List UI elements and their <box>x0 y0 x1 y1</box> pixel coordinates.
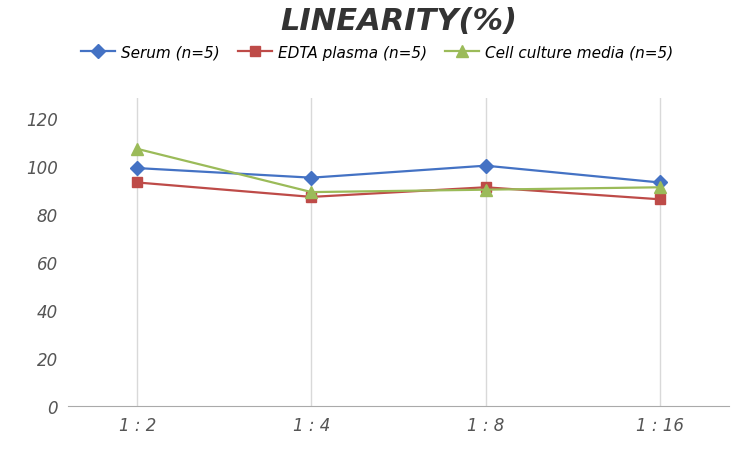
Legend: Serum (n=5), EDTA plasma (n=5), Cell culture media (n=5): Serum (n=5), EDTA plasma (n=5), Cell cul… <box>75 39 680 67</box>
Title: LINEARITY(%): LINEARITY(%) <box>280 7 517 36</box>
